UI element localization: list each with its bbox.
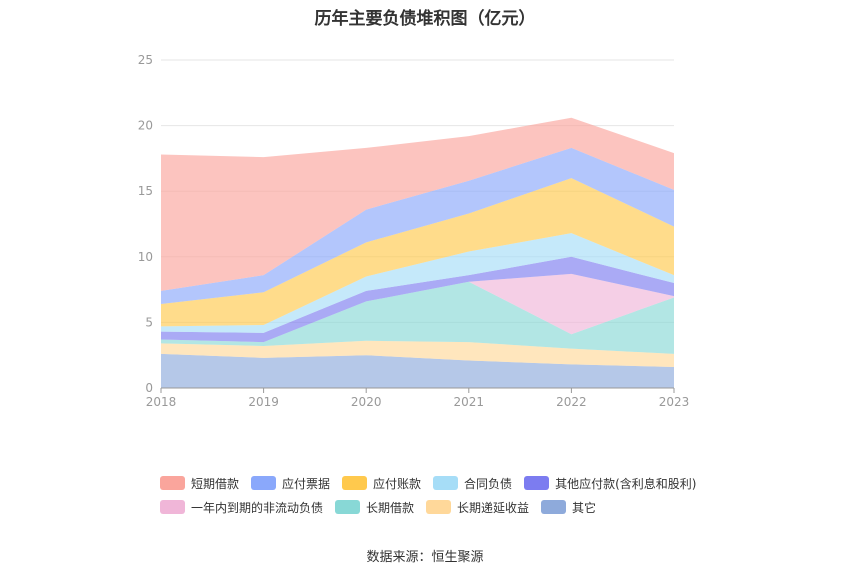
y-tick-label: 10 xyxy=(138,250,153,264)
area-2 xyxy=(161,281,674,354)
area-0 xyxy=(161,353,674,388)
legend-label: 短期借款 xyxy=(191,476,240,491)
legend-label: 长期递延收益 xyxy=(457,500,530,515)
legend-item[interactable]: 长期递延收益 xyxy=(426,499,529,516)
legend-swatch xyxy=(160,476,185,490)
legend-swatch xyxy=(335,500,361,514)
y-tick-label: 5 xyxy=(145,315,153,329)
legend-item[interactable]: 短期借款 xyxy=(160,475,239,492)
x-tick-label: 2023 xyxy=(659,395,690,409)
area-6 xyxy=(161,178,674,327)
legend-item[interactable]: 合同负债 xyxy=(433,475,512,492)
x-tick-label: 2020 xyxy=(351,395,382,409)
area-3 xyxy=(161,273,674,343)
area-series xyxy=(161,117,674,388)
legend-label: 一年内到期的非流动负债 xyxy=(191,500,324,515)
legend-label: 其它 xyxy=(572,500,597,515)
legend-label: 长期借款 xyxy=(366,500,415,515)
legend-swatch xyxy=(426,500,452,514)
area-7 xyxy=(161,147,674,305)
y-tick-label: 15 xyxy=(138,184,153,198)
area-8 xyxy=(161,117,674,291)
area-5 xyxy=(161,233,674,333)
legend-swatch xyxy=(524,476,550,490)
legend-item[interactable]: 其他应付款(含利息和股利) xyxy=(524,475,696,492)
area-4 xyxy=(161,256,674,343)
y-tick-label: 25 xyxy=(138,53,153,67)
legend-label: 合同负债 xyxy=(464,476,513,491)
x-tick-label: 2021 xyxy=(454,395,485,409)
legend-item[interactable]: 应付账款 xyxy=(342,475,421,492)
legend-swatch xyxy=(251,476,277,490)
legend-item[interactable]: 一年内到期的非流动负债 xyxy=(160,499,323,516)
legend: 短期借款 应付票据 应付账款 合同负债 其他应付款(含利息和股利) 一年内到期的非流动负债… xyxy=(160,472,720,520)
x-tick-label: 2018 xyxy=(146,395,177,409)
legend-item[interactable]: 长期借款 xyxy=(335,499,414,516)
legend-row: 短期借款 应付票据 应付账款 合同负债 其他应付款(含利息和股利) xyxy=(160,472,720,494)
chart-title: 历年主要负债堆积图（亿元） xyxy=(314,9,536,29)
legend-swatch xyxy=(433,476,459,490)
x-tick-label: 2022 xyxy=(556,395,587,409)
legend-item[interactable]: 其它 xyxy=(541,499,596,516)
legend-swatch xyxy=(342,476,368,490)
legend-label: 应付账款 xyxy=(373,476,422,491)
data-source: 数据来源：恒生聚源 xyxy=(366,550,484,565)
stacked-area-chart: 0 5 10 15 20 25 2018 2019 2020 2021 2022 2023 xyxy=(138,53,690,409)
legend-label: 其他应付款(含利息和股利) xyxy=(555,476,697,491)
legend-label: 应付票据 xyxy=(282,476,331,491)
y-tick-label: 20 xyxy=(138,119,153,133)
legend-item[interactable]: 应付票据 xyxy=(251,475,330,492)
area-1 xyxy=(161,340,674,368)
x-tick-label: 2019 xyxy=(248,395,279,409)
legend-row: 一年内到期的非流动负债 长期借款 长期递延收益 其它 xyxy=(160,496,720,518)
legend-swatch xyxy=(160,500,185,514)
axes: 0 5 10 15 20 25 2018 2019 2020 2021 2022 2023 xyxy=(138,53,690,409)
y-tick-label: 0 xyxy=(145,381,153,395)
legend-swatch xyxy=(541,500,567,514)
